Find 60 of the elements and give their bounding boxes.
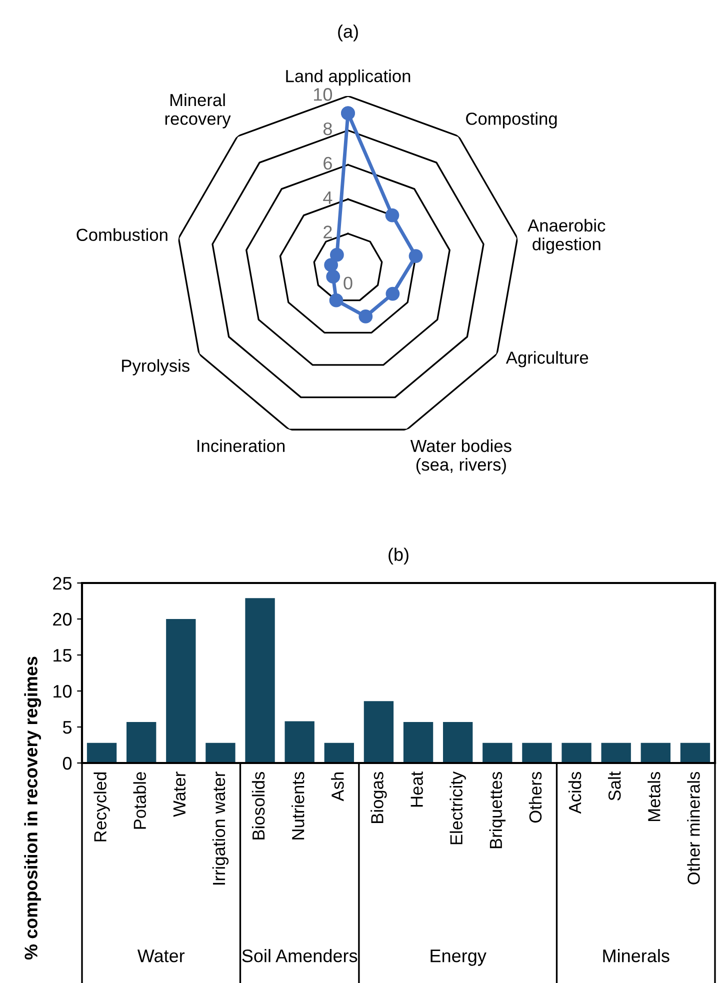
x-tick-label: Others: [528, 772, 542, 823]
spoke-label: Pyrolysis: [122, 359, 190, 376]
y-tick-label: 0: [344, 276, 352, 290]
bar: [522, 742, 552, 763]
y-tick-label: 15: [54, 649, 72, 662]
bar: [640, 742, 670, 763]
x-tick-label: Biogas: [370, 772, 387, 823]
spoke-label: Water bodies (sea, rivers): [410, 439, 512, 474]
bar: [166, 619, 196, 763]
bar: [482, 742, 512, 763]
y-tick-label: 10: [54, 684, 72, 698]
bar: [324, 742, 354, 763]
x-tick-label: Nutrients: [292, 772, 304, 840]
y-axis-title: % composition in recovery regimes: [24, 656, 42, 960]
spoke-label: Anaerobic digestion: [528, 218, 606, 254]
x-tick-label: Other minerals: [687, 772, 700, 884]
bar: [284, 721, 314, 763]
text: Water: [137, 950, 185, 962]
spoke-label: Agriculture: [506, 351, 588, 368]
bar: [403, 722, 434, 763]
bar: [364, 701, 394, 763]
bar: [562, 742, 592, 763]
text: Energy: [430, 950, 486, 966]
x-tick-label: Potable: [133, 772, 146, 829]
spoke-label: Incineration: [197, 439, 285, 452]
chart-title: (a): [338, 24, 358, 42]
x-tick-label: Briquettes: [489, 772, 506, 848]
bar: [680, 742, 710, 763]
y-tick-label: 8: [323, 122, 332, 136]
x-tick-label: Irrigation water: [212, 772, 229, 885]
spoke-label: Mineral recovery: [165, 93, 231, 128]
bar: [206, 742, 236, 763]
x-tick-label: Metals: [648, 772, 660, 822]
bar: [601, 742, 631, 763]
y-tick-label: 2: [324, 226, 332, 238]
chart-title: (b): [388, 548, 408, 565]
y-tick-label: 10: [314, 88, 332, 101]
bar: [126, 722, 156, 763]
x-tick-label: Heat: [410, 771, 423, 807]
spoke-label: Land application: [286, 69, 410, 86]
x-tick-label: Salt: [608, 771, 621, 800]
y-tick-label: 20: [53, 612, 72, 626]
text: Minerals: [603, 948, 670, 962]
y-tick-label: 4: [323, 191, 332, 204]
y-tick-label: 6: [324, 156, 332, 170]
text: Soil Amenders: [242, 948, 358, 962]
x-tick-label: Ash: [331, 772, 344, 802]
bar: [245, 598, 275, 763]
spoke-label: Combustion: [76, 228, 168, 241]
spoke-label: Composting: [466, 112, 557, 128]
x-tick-label: Water: [173, 772, 186, 817]
bar: [443, 722, 473, 763]
x-tick-label: Biosolids: [252, 772, 265, 840]
y-tick-label: 25: [53, 576, 72, 590]
y-tick-label: 0: [62, 756, 72, 770]
y-tick-label: 5: [62, 721, 72, 734]
x-tick-label: Recycled: [94, 772, 110, 842]
x-tick-label: Acids: [568, 772, 582, 814]
bar: [86, 742, 117, 763]
x-tick-label: Electricity: [450, 771, 466, 844]
